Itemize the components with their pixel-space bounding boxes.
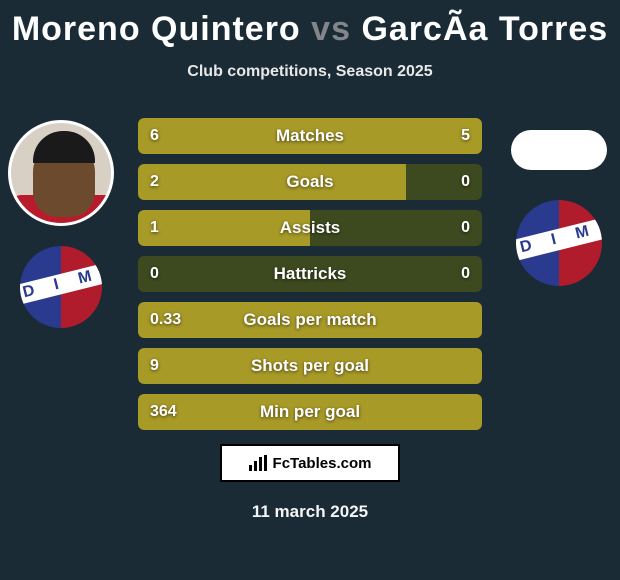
stat-row: 364Min per goal (138, 394, 482, 430)
stat-value-left: 6 (150, 127, 202, 145)
page-title: Moreno Quintero vs GarcÃ­a Torres (0, 0, 620, 49)
brand-logo-icon (249, 455, 267, 471)
stats-bars: 6Matches52Goals01Assists00Hattricks00.33… (138, 118, 482, 440)
player1-avatar (8, 120, 114, 226)
stat-label: Assists (202, 218, 418, 238)
stat-row: 0.33Goals per match (138, 302, 482, 338)
subtitle: Club competitions, Season 2025 (0, 63, 620, 81)
player2-club-badge: D I M (516, 200, 602, 286)
stat-value-right: 5 (418, 127, 470, 145)
stat-value-right: 0 (418, 173, 470, 191)
stat-value-left: 1 (150, 219, 202, 237)
title-vs: vs (311, 10, 351, 48)
title-player2: GarcÃ­a Torres (361, 10, 608, 48)
stat-row: 0Hattricks0 (138, 256, 482, 292)
site-brand[interactable]: FcTables.com (220, 444, 400, 482)
left-column: D I M (6, 120, 116, 328)
stat-row: 2Goals0 (138, 164, 482, 200)
date-label: 11 march 2025 (0, 502, 620, 522)
right-column: D I M (504, 120, 614, 286)
stat-row: 1Assists0 (138, 210, 482, 246)
stat-value-left: 0.33 (150, 311, 202, 329)
stat-label: Hattricks (202, 264, 418, 284)
stat-value-right: 0 (418, 219, 470, 237)
brand-label: FcTables.com (273, 455, 372, 472)
stat-label: Matches (202, 126, 418, 146)
stat-label: Goals (202, 172, 418, 192)
stat-value-left: 364 (150, 403, 202, 421)
player1-club-badge: D I M (20, 246, 102, 328)
player2-avatar (511, 130, 607, 170)
stat-value-left: 9 (150, 357, 202, 375)
stat-label: Goals per match (202, 310, 418, 330)
stat-value-right: 0 (418, 265, 470, 283)
stat-value-left: 2 (150, 173, 202, 191)
title-player1: Moreno Quintero (12, 10, 301, 48)
stat-label: Min per goal (202, 402, 418, 422)
stat-value-left: 0 (150, 265, 202, 283)
stat-row: 6Matches5 (138, 118, 482, 154)
stat-label: Shots per goal (202, 356, 418, 376)
stat-row: 9Shots per goal (138, 348, 482, 384)
